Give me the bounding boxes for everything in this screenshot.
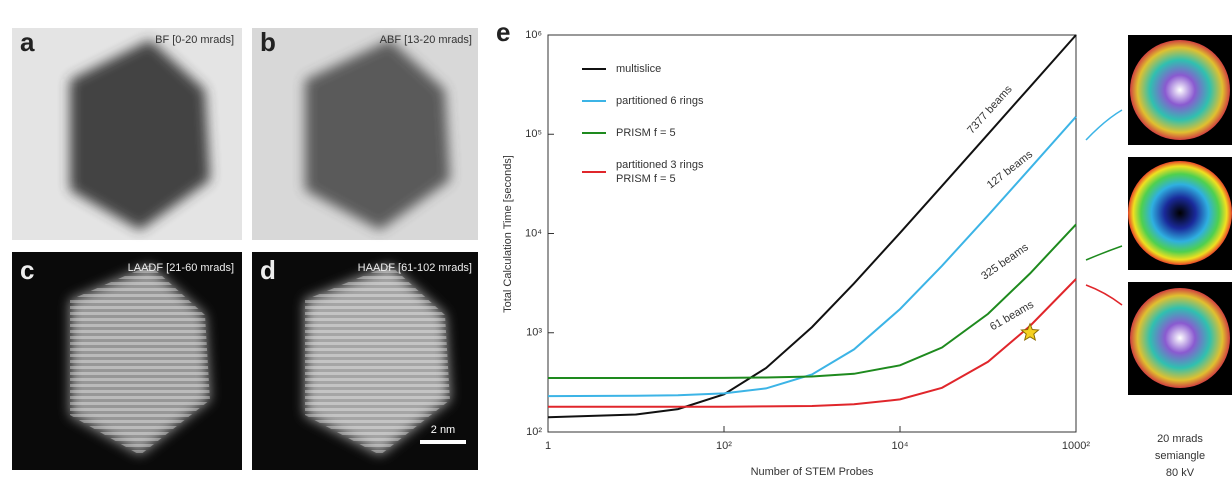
pattern [1128,161,1232,265]
y-tick-label: 10⁵ [525,128,542,140]
legend-swatch [582,68,606,70]
legend-item: multislice [582,62,703,76]
y-tick-label: 10³ [526,327,542,339]
caption-line: 80 kV [1166,467,1195,479]
particle [70,40,210,230]
particle [305,40,450,230]
arrow [1085,109,1123,141]
panel-caption: LAADF [21-60 mrads] [128,262,234,274]
series-line [547,116,1077,398]
pattern [1130,288,1230,388]
legend-label: PRISM f = 5 [616,127,676,139]
series-line [547,34,1077,419]
panel-letter: b [260,27,276,57]
series-line [548,278,1077,408]
y-axis-label: Total Calculation Time [seconds] [502,155,514,313]
legend-swatch [582,132,606,134]
star-marker [1020,322,1040,342]
legend-item: partitioned 6 rings [582,94,703,108]
scale-bar-label: 2 nm [431,424,455,436]
legend-swatch [582,171,606,173]
panel-letter: d [260,255,276,285]
panel-letter: c [20,255,34,285]
arrow [1085,245,1123,261]
legend-swatch [582,100,606,102]
panel-caption: ABF [13-20 mrads] [380,34,472,46]
panel-letter: a [20,27,35,57]
arrow [1085,284,1123,306]
legend: multislice partitioned 6 rings PRISM f = 5… [582,62,703,204]
panel-caption: BF [0-20 mrads] [155,34,234,46]
legend-label: partitioned 3 rings PRISM f = 5 [616,159,704,185]
panel-letter: e [496,17,510,47]
y-tick-label: 10⁴ [525,227,542,239]
caption-line: 20 mrads [1157,433,1203,445]
annotation: 7377 beams [965,83,1015,136]
x-axis-label: Number of STEM Probes [751,466,874,478]
lattice [305,265,450,455]
legend-label: multislice [616,63,662,75]
lattice [70,265,210,455]
annotation: 325 beams [979,241,1031,282]
caption-line: semiangle [1155,450,1205,462]
panel-caption: HAADF [61-102 mrads] [358,262,472,274]
legend-label: partitioned 6 rings [616,95,704,107]
x-tick-label: 10² [716,440,732,452]
legend-item: PRISM f = 5 [582,126,703,140]
legend-item: partitioned 3 rings PRISM f = 5 [582,158,703,186]
y-tick-label: 10⁶ [525,29,542,41]
x-tick-label: 1000² [1062,440,1090,452]
pattern [1130,40,1230,140]
series-line [548,223,1077,379]
y-tick-label: 10² [526,426,542,438]
x-tick-label: 10⁴ [892,440,909,452]
x-tick-label: 1 [545,440,551,452]
